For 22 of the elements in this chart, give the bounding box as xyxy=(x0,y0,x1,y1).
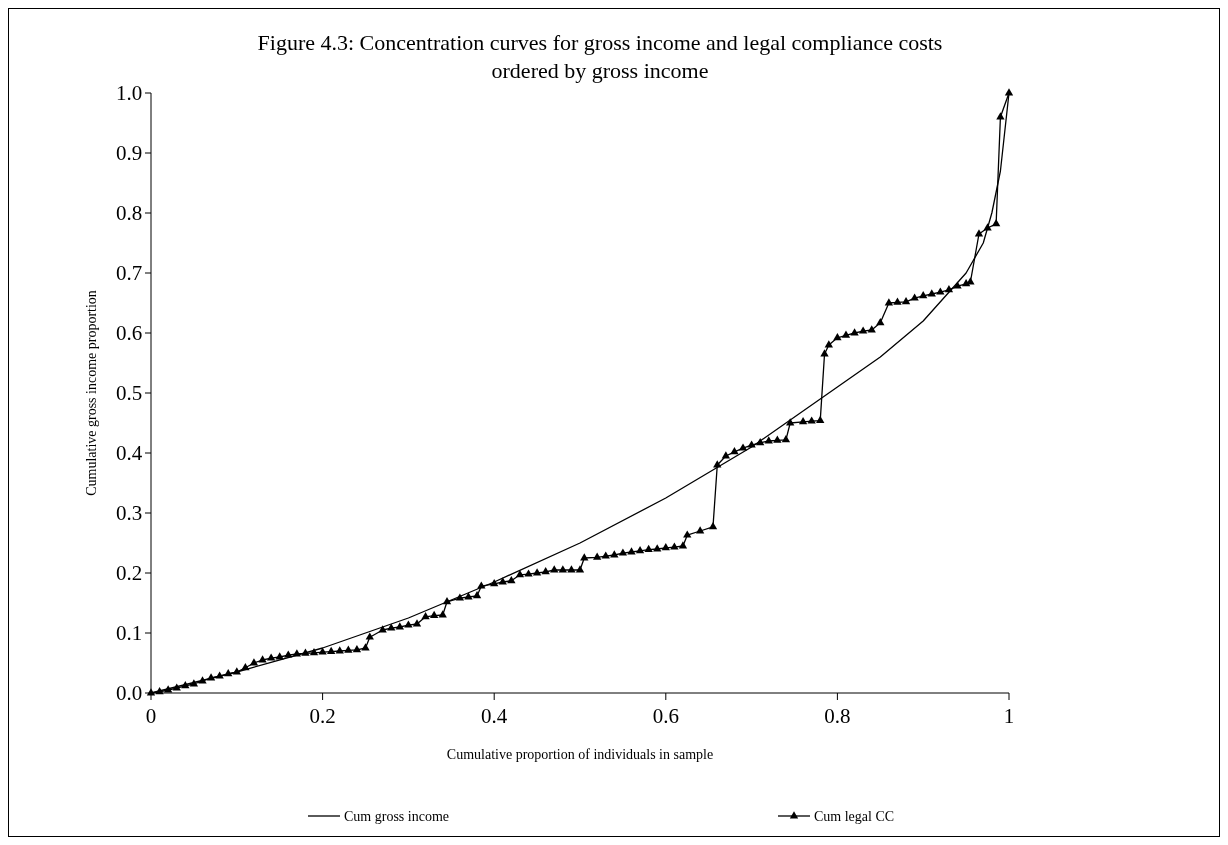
y-tick-label: 0.5 xyxy=(115,381,143,406)
legend-label: Cum legal CC xyxy=(814,808,895,824)
y-tick-label: 0.2 xyxy=(115,561,143,586)
x-tick-label: 0.8 xyxy=(824,704,851,728)
y-tick-label: 0.3 xyxy=(115,501,143,526)
x-tick-label: 0 xyxy=(145,704,157,728)
y-tick-label: 0.8 xyxy=(115,201,143,226)
y-tick-label: 1.0 xyxy=(115,81,143,106)
x-axis-title: Cumulative proportion of individuals in sample xyxy=(446,747,714,762)
x-tick-label: 0.6 xyxy=(652,704,679,728)
x-tick-label: 0.4 xyxy=(481,704,508,728)
chart-title: Figure 4.3: Concentration curves for gross income and legal compliance costs ordered by gross income xyxy=(257,30,943,83)
y-tick-label: 0.0 xyxy=(115,681,143,706)
y-tick-label: 0.4 xyxy=(115,441,143,466)
y-tick-label: 0.6 xyxy=(115,321,143,346)
y-tick-label: 0.9 xyxy=(115,141,143,166)
y-axis-title: Cumulative gross income proportion xyxy=(84,290,99,496)
x-tick-label: 1 xyxy=(1003,704,1015,728)
x-tick-label: 0.2 xyxy=(309,704,336,728)
y-tick-label: 0.7 xyxy=(115,261,143,286)
legend-label: Cum gross income xyxy=(344,808,449,824)
y-tick-label: 0.1 xyxy=(115,621,143,646)
